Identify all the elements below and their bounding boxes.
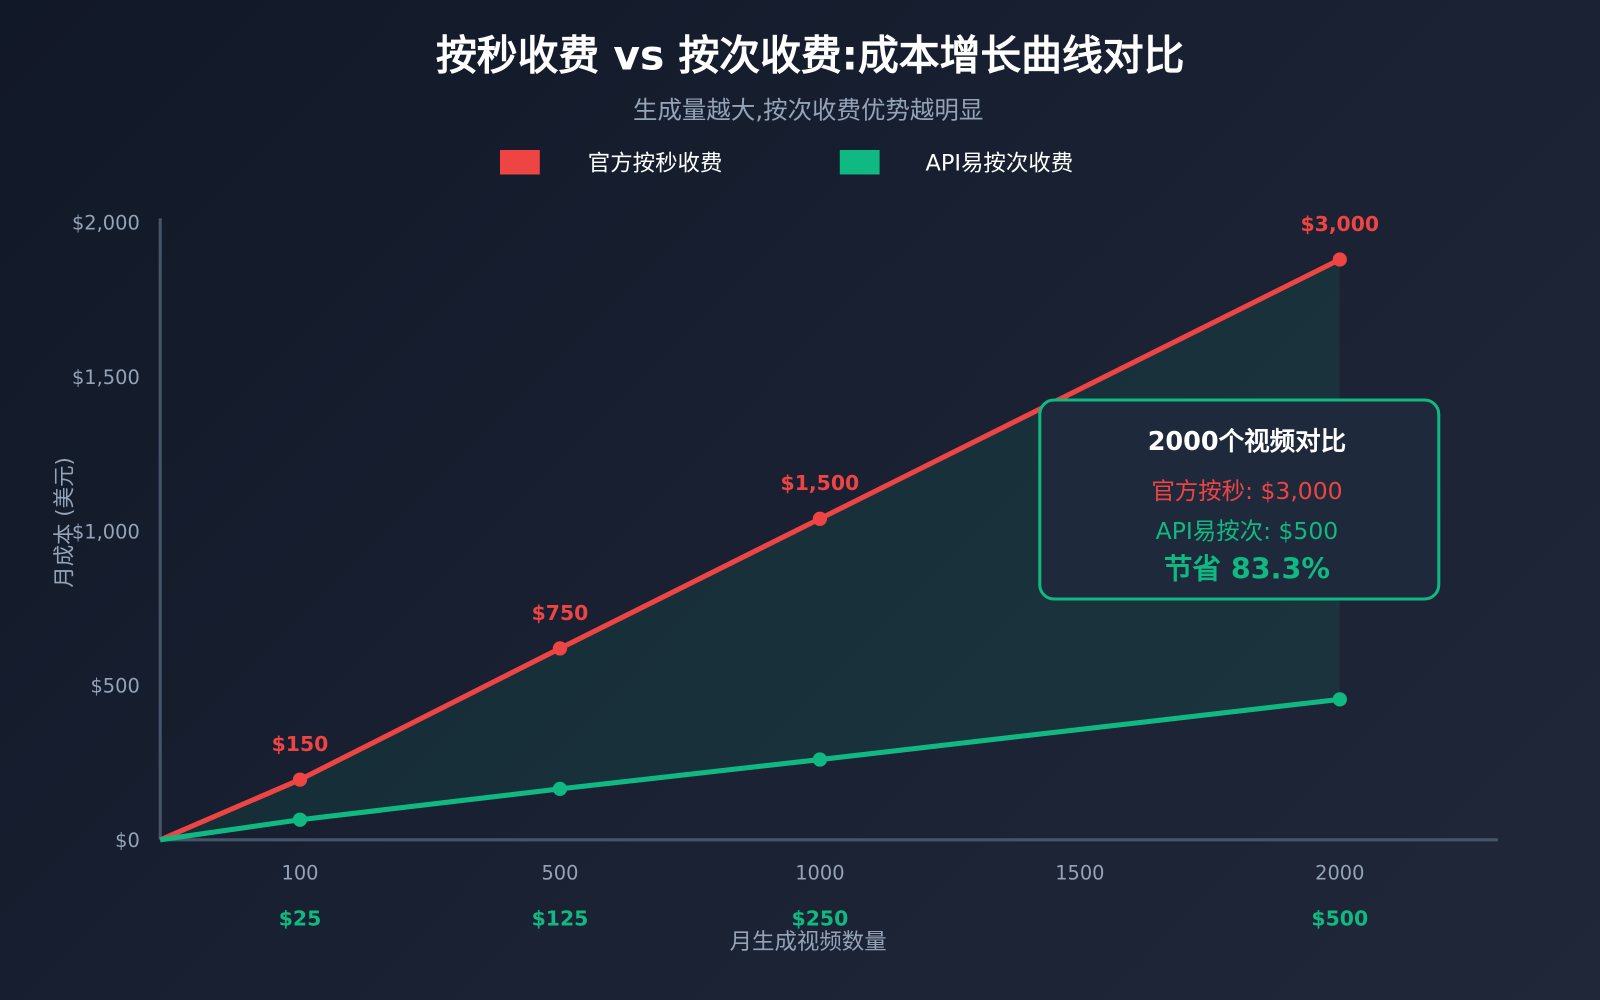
x-axis-label: 月生成视频数量	[730, 929, 887, 955]
y-tick-label: $1,000	[72, 520, 140, 543]
annotation-box: 2000个视频对比 官方按秒: $3,000 API易按次: $500 节省 8…	[1038, 398, 1441, 601]
x-tick-label: 2000	[1315, 862, 1364, 885]
apiyi-data-label: $250	[792, 907, 849, 931]
legend-label-apiyi: API易按次收费	[926, 150, 1074, 176]
y-axis-label: 月成本 (美元)	[52, 457, 77, 588]
x-tick-label: 1000	[795, 862, 844, 885]
official-data-label: $3,000	[1300, 212, 1379, 236]
area-between-series	[160, 259, 1340, 840]
chart-subtitle: 生成量越大,按次收费优势越明显	[633, 95, 983, 124]
apiyi-data-point	[552, 781, 568, 797]
official-data-label: $750	[532, 601, 589, 625]
annotation-frame	[1038, 398, 1441, 601]
apiyi-data-label: $125	[532, 907, 589, 931]
y-tick-label: $1,500	[72, 366, 140, 389]
apiyi-data-point	[1332, 692, 1347, 707]
annotation-official: 官方按秒: $3,000	[1151, 477, 1342, 505]
legend-swatch-apiyi	[839, 150, 880, 175]
official-data-point	[552, 641, 568, 656]
annotation-apiyi: API易按次: $500	[1156, 517, 1339, 545]
x-tick-label: 100	[282, 862, 319, 885]
annotation-savings: 节省 83.3%	[1164, 552, 1330, 586]
official-data-label: $1,500	[781, 471, 860, 495]
apiyi-data-point	[812, 752, 828, 767]
y-tick-label: $0	[115, 829, 140, 852]
apiyi-data-label: $25	[279, 907, 322, 931]
apiyi-data-label: $500	[1311, 907, 1368, 931]
chart-title: 按秒收费 vs 按次收费:成本增长曲线对比	[436, 31, 1184, 79]
official-data-point	[292, 772, 308, 787]
x-tick-label: 1500	[1055, 862, 1104, 885]
y-tick-label: $500	[90, 675, 139, 698]
official-data-point	[812, 511, 828, 526]
y-tick-label: $2,000	[72, 212, 140, 235]
annotation-title: 2000个视频对比	[1148, 427, 1346, 457]
official-data-point	[1332, 252, 1347, 267]
legend: 官方按秒收费 API易按次收费	[500, 150, 1073, 176]
official-data-label: $150	[272, 732, 329, 756]
legend-swatch-official	[500, 150, 540, 175]
x-tick-label: 500	[541, 862, 578, 885]
legend-label-official: 官方按秒收费	[588, 150, 723, 176]
apiyi-data-point	[292, 812, 308, 827]
